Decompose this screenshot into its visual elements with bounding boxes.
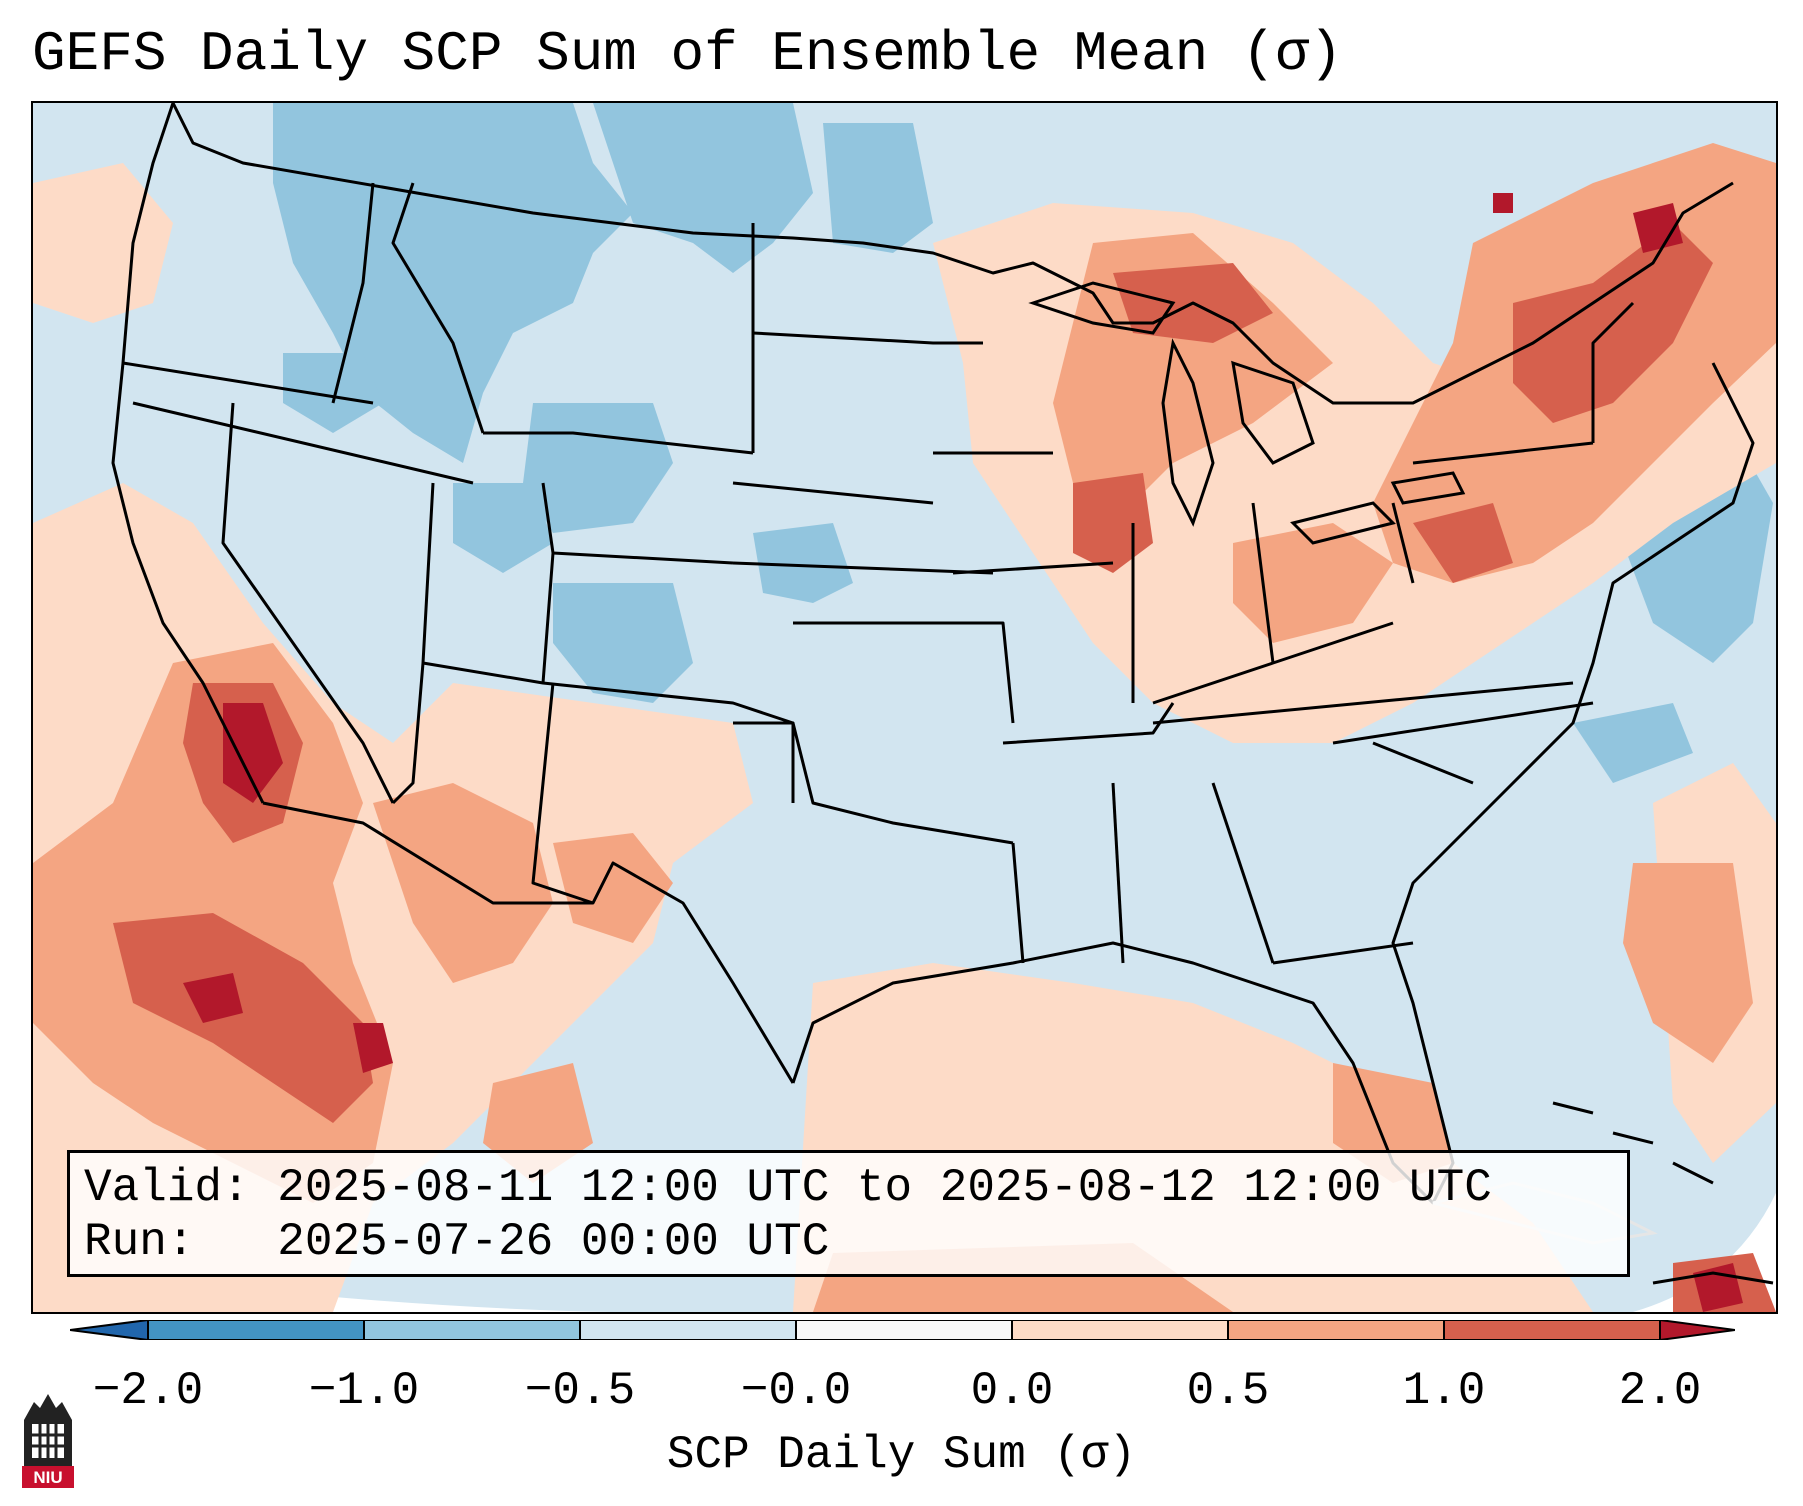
state-line-id bbox=[331, 182, 375, 404]
anomaly-area-atlantic-south bbox=[1573, 703, 1693, 783]
colorbar-segment-05-1 bbox=[1228, 1320, 1444, 1340]
great-lakes bbox=[1028, 281, 1466, 545]
anomaly-area-montana-north bbox=[593, 103, 813, 273]
state-boundaries bbox=[111, 103, 1755, 1205]
state-line-co-nm bbox=[542, 681, 795, 803]
state-line-sd-ne bbox=[732, 481, 934, 505]
colorbar-tick-label: 0.5 bbox=[1186, 1365, 1270, 1417]
state-line-ar-la bbox=[1011, 842, 1025, 964]
state-line-nm-tx bbox=[531, 682, 594, 905]
state-line-ms-al bbox=[1111, 782, 1125, 964]
lake-huron bbox=[1231, 360, 1315, 465]
state-line-ia-mo bbox=[952, 561, 1114, 575]
lake-erie bbox=[1290, 501, 1396, 545]
anomaly-area-ohio-valley bbox=[1233, 523, 1393, 643]
mexico-border bbox=[262, 801, 795, 1084]
map-panel[interactable] bbox=[31, 101, 1778, 1314]
colorbar-under-arrow bbox=[70, 1320, 148, 1340]
anomaly-area-new-mexico bbox=[553, 833, 673, 943]
validity-info-box: Valid: 2025-08-11 12:00 UTC to 2025-08-1… bbox=[67, 1150, 1630, 1277]
state-line-nc-sc bbox=[1372, 741, 1474, 785]
colorbar-segment-neg2-neg1 bbox=[148, 1320, 364, 1340]
colorbar-tick-label: 1.0 bbox=[1402, 1365, 1486, 1417]
bahamas bbox=[1552, 1101, 1714, 1185]
state-line-ne-ks bbox=[732, 561, 994, 575]
colorbar-over-arrow bbox=[1660, 1320, 1735, 1340]
state-line-or-ca-nv bbox=[132, 401, 474, 485]
valid-time-line: Valid: 2025-08-11 12:00 UTC to 2025-08-1… bbox=[84, 1162, 1492, 1214]
state-line-ga-fl bbox=[1272, 941, 1414, 965]
colorbar-segment-neg1-neg05 bbox=[364, 1320, 580, 1340]
state-line-id-mt bbox=[391, 182, 485, 434]
colorbar-segment-0-05 bbox=[1012, 1320, 1228, 1340]
lake-ontario bbox=[1390, 471, 1466, 505]
anomaly-area-wyoming bbox=[523, 403, 673, 533]
gulf-coast bbox=[791, 362, 1755, 1205]
niu-logo: NIU bbox=[22, 1394, 74, 1488]
map-canvas bbox=[33, 103, 1776, 1312]
state-line-oh-pa bbox=[1391, 502, 1415, 584]
run-time-line: Run: 2025-07-26 00:00 UTC bbox=[84, 1216, 830, 1268]
anomaly-area-gulf-california-peak bbox=[353, 1023, 393, 1073]
anomaly-area-pacific-northwest bbox=[33, 163, 173, 323]
state-line-ut bbox=[421, 482, 555, 685]
canada-border bbox=[171, 103, 1734, 405]
logo-text: NIU bbox=[33, 1468, 62, 1487]
colorbar-title: SCP Daily Sum (σ) bbox=[666, 1429, 1137, 1481]
lake-michigan bbox=[1161, 338, 1215, 527]
anomaly-area-baja-peak bbox=[183, 973, 243, 1023]
chart-title: GEFS Daily SCP Sum of Ensemble Mean (σ) bbox=[32, 22, 1343, 86]
logo-window-grid bbox=[32, 1424, 64, 1458]
state-line-va-nc bbox=[1332, 701, 1594, 745]
colorbar-ticks bbox=[147, 1320, 1661, 1340]
colorbar-tick-label: 0.0 bbox=[970, 1365, 1054, 1417]
colorbar-segment-neg0-0 bbox=[796, 1320, 1012, 1340]
state-line-pa-ny bbox=[1412, 441, 1594, 465]
state-line-nv-ca bbox=[221, 402, 395, 804]
state-line-ok-tx bbox=[733, 721, 1014, 845]
anomaly-area-maine-peak bbox=[1633, 203, 1683, 253]
state-line-dakotas bbox=[752, 331, 983, 345]
colorbar bbox=[70, 1320, 1735, 1340]
anomaly-area-atlantic-east bbox=[1623, 863, 1753, 1063]
state-line-mt-wy bbox=[483, 431, 754, 455]
state-line-mo-ar bbox=[1002, 702, 1175, 745]
anomaly-area-colorado bbox=[453, 483, 553, 573]
anomaly-area-socal-peak bbox=[223, 703, 283, 803]
colorbar-tick-label: −0.0 bbox=[740, 1365, 852, 1417]
anomaly-area-oregon bbox=[283, 353, 383, 433]
colorbar-segment-1-2 bbox=[1444, 1320, 1660, 1340]
west-coast bbox=[111, 103, 265, 804]
state-line-al-ga bbox=[1211, 782, 1275, 964]
logo-badge bbox=[22, 1466, 74, 1488]
lake-superior bbox=[1028, 281, 1176, 335]
state-line-ky bbox=[1152, 621, 1394, 705]
hispaniola bbox=[1652, 1271, 1774, 1285]
state-line-az-nm bbox=[391, 662, 425, 805]
state-line-ks-ok bbox=[793, 621, 1015, 724]
anomaly-area-baja bbox=[113, 913, 373, 1123]
anomaly-area-pennsylvania bbox=[1413, 503, 1513, 583]
state-line-tn bbox=[1152, 681, 1574, 725]
state-line-in-oh bbox=[1251, 502, 1275, 664]
state-line-ny-ne bbox=[1591, 301, 1635, 443]
colorbar-tick-label: −1.0 bbox=[308, 1365, 420, 1417]
colorbar-segment-neg05-neg0 bbox=[580, 1320, 796, 1340]
colorbar-tick-label: 2.0 bbox=[1618, 1365, 1702, 1417]
colorbar-tick-label: −2.0 bbox=[92, 1365, 204, 1417]
state-line-wa-or bbox=[122, 361, 374, 405]
anomaly-area-quebec-peak bbox=[1493, 193, 1513, 213]
anomaly-area-dakota-north bbox=[823, 123, 933, 253]
anomaly-area-nebraska bbox=[753, 523, 853, 603]
anomaly-area-utah-colorado bbox=[553, 583, 693, 703]
colorbar-tick-label: −0.5 bbox=[524, 1365, 636, 1417]
